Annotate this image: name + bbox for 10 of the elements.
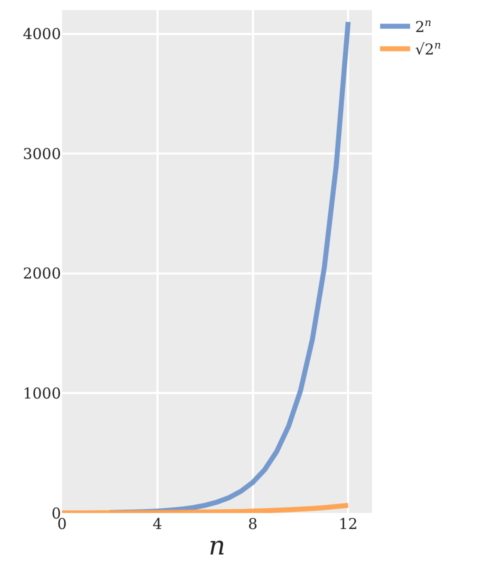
x-tick-label: 4 <box>152 515 162 533</box>
y-tick-label: 3000 <box>22 144 61 163</box>
x-axis-title: n <box>208 532 226 562</box>
y-tick-label: 2000 <box>22 264 61 283</box>
legend-label: √2$^{n}$ <box>415 39 442 59</box>
x-tick-label: 8 <box>248 515 258 533</box>
y-tick-label: 1000 <box>22 384 61 402</box>
legend-label: 2$^{n}$ <box>415 16 432 36</box>
x-tick-label: 12 <box>338 515 358 533</box>
y-tick-label: 4000 <box>22 25 61 44</box>
